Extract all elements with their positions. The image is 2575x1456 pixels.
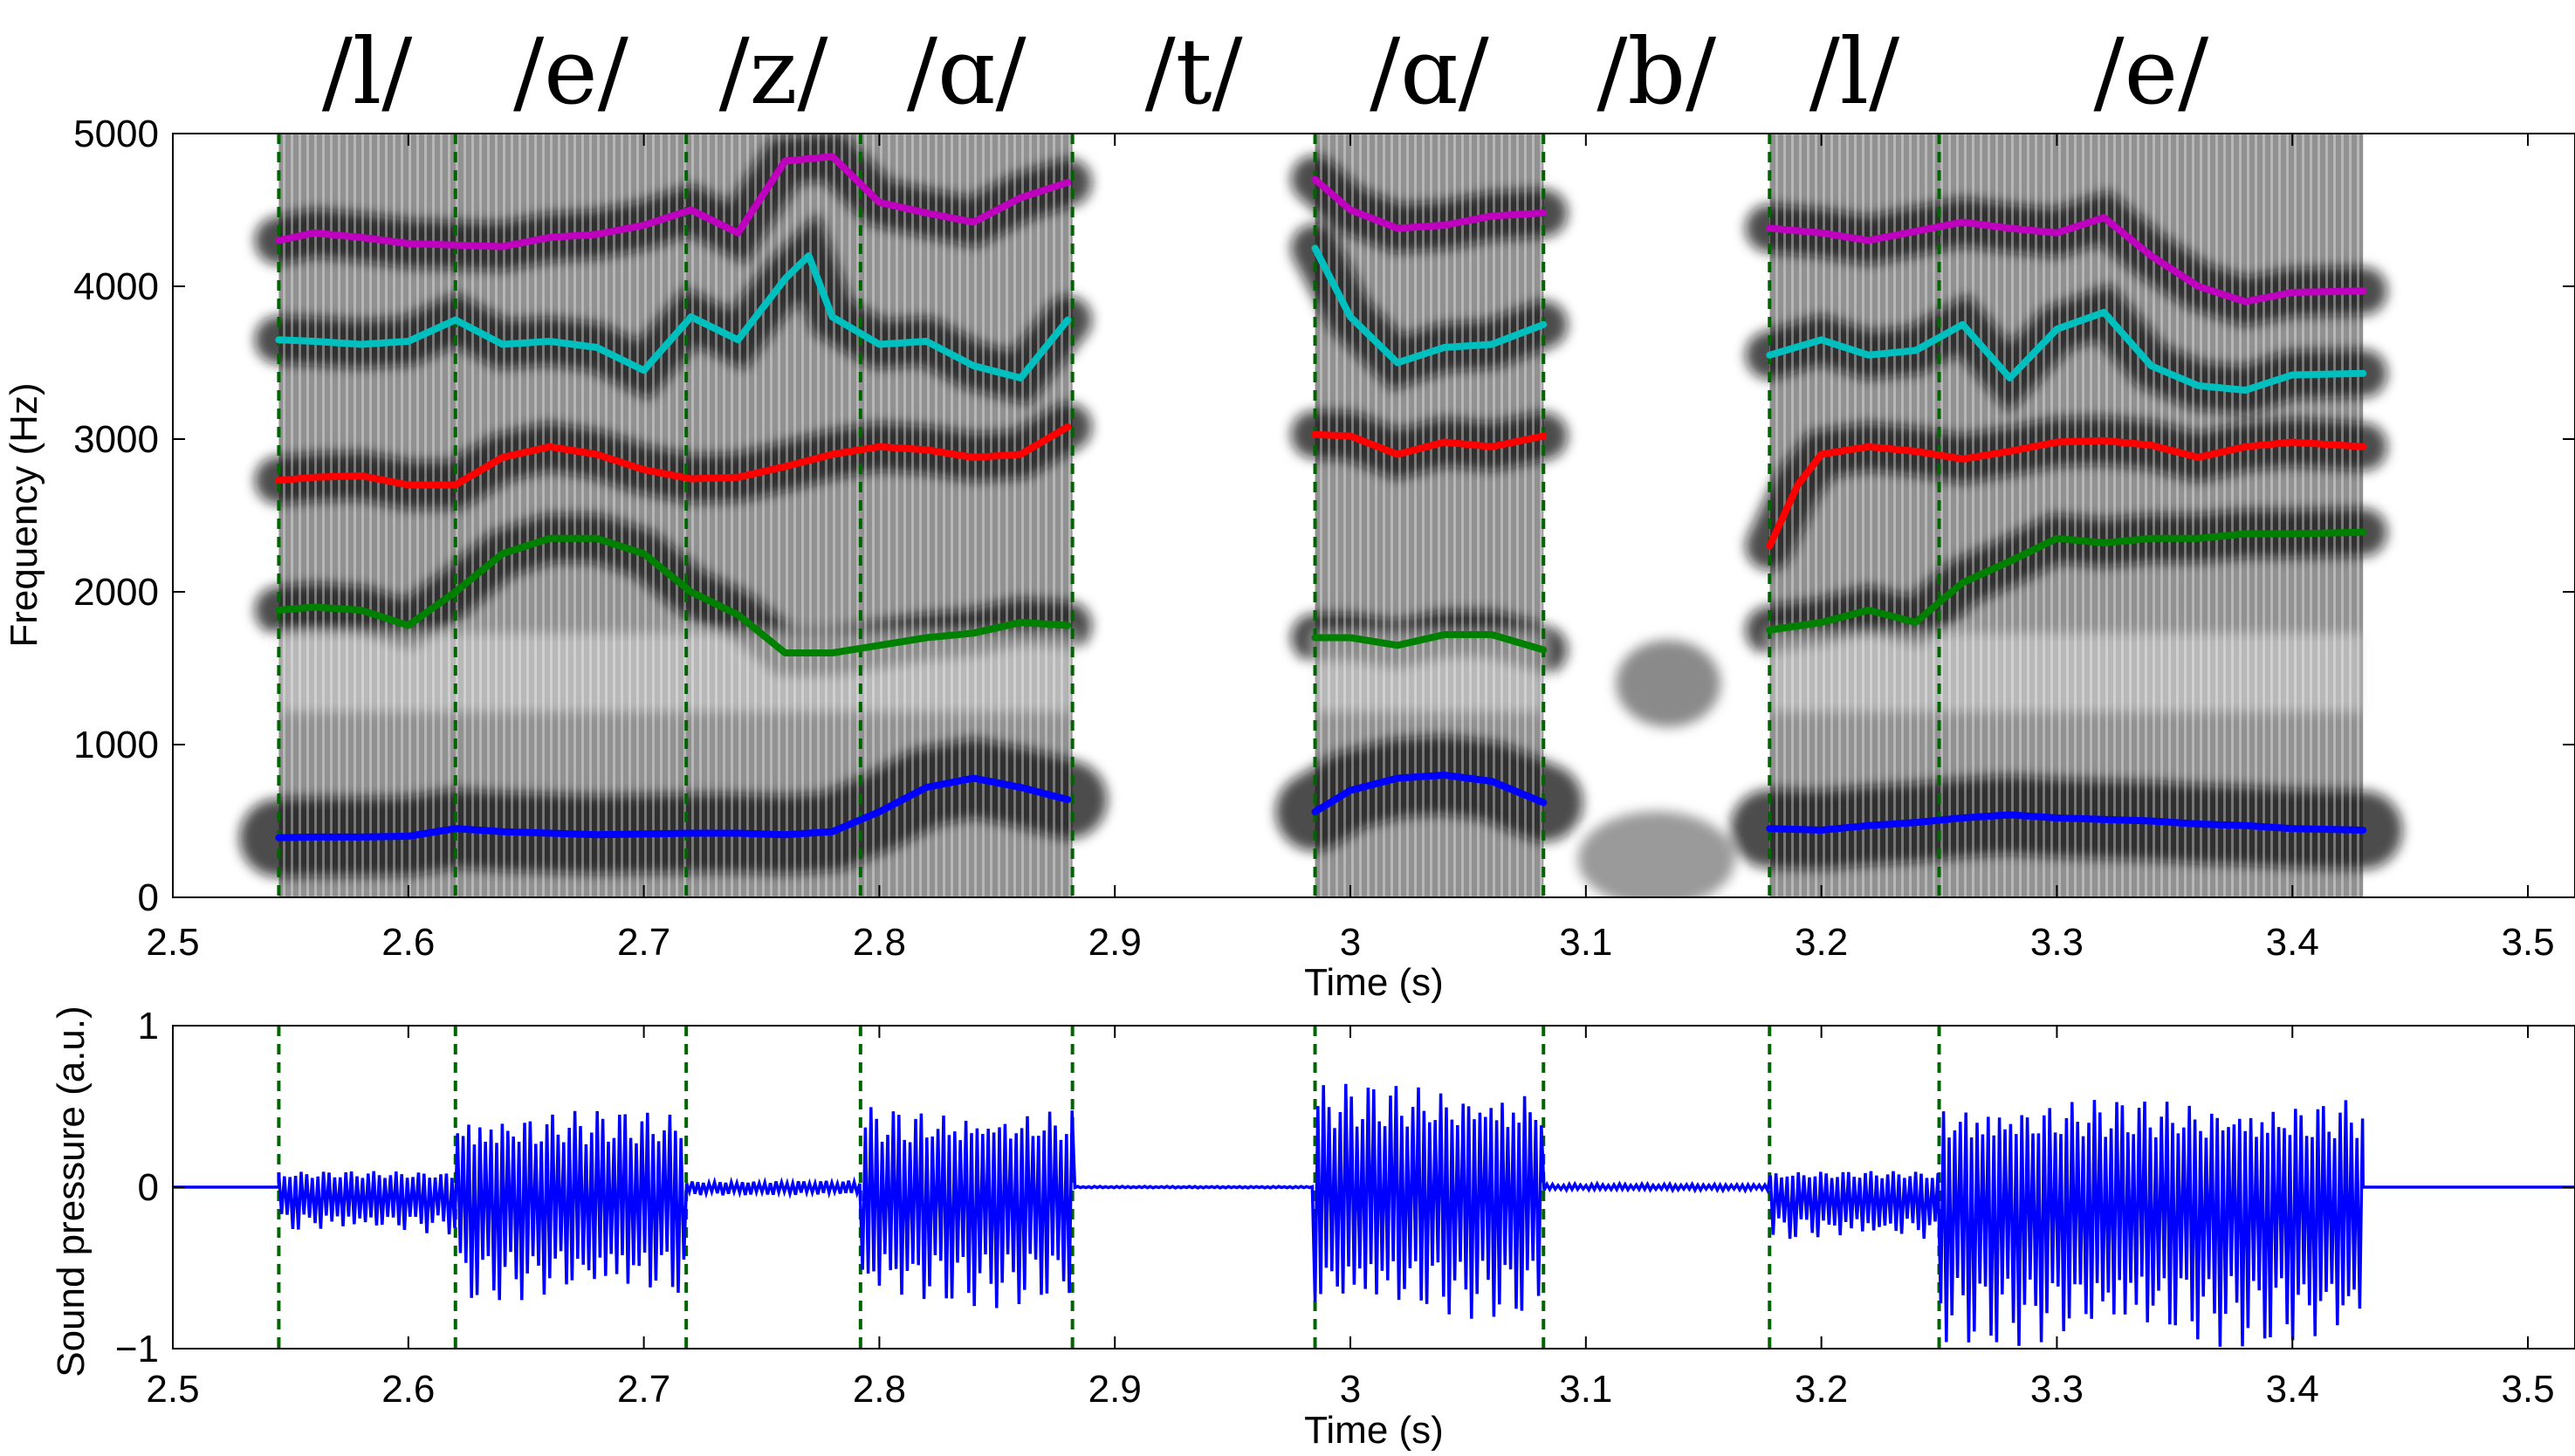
y-tick-label: 3000 — [73, 418, 159, 461]
x-tick-label: 3.4 — [2266, 1368, 2319, 1411]
y-tick-label: 5000 — [73, 113, 159, 155]
x-tick-label: 3.2 — [1795, 921, 1848, 964]
spectrogram-panel: 2.5 2.6 2.7 2.8 2.9 3 3.1 3.2 3.3 3.4 3.5 0 1000 200… — [3, 113, 2575, 1004]
x-tick-label: 2.7 — [617, 921, 670, 964]
phoneme-label: /l/ — [322, 18, 413, 125]
closure-patch — [1577, 811, 1735, 897]
phoneme-label: /z/ — [719, 18, 829, 125]
x-tick-label: 3.5 — [2501, 921, 2554, 964]
formant-track-f3 — [1766, 436, 2367, 550]
phoneme-labels: /l/ /e/ /z/ /ɑ/ /t/ /ɑ/ /b/ /l/ /e/ — [322, 18, 2209, 125]
formant-track-f1 — [1766, 811, 2367, 834]
spectrogram-intensity — [239, 134, 2403, 897]
spectrogram-frame — [172, 133, 2575, 898]
waveform-x-ticks: 2.5 2.6 2.7 2.8 2.9 3 3.1 3.2 3.3 3.4 3.5 — [146, 1026, 2555, 1411]
waveform-y-ticks: −1 0 1 — [115, 1005, 2575, 1370]
formant-track-f4 — [1766, 308, 2367, 394]
formant-track-f4 — [275, 252, 1072, 381]
formant-track-f5 — [1766, 214, 2367, 306]
formant-track-f5 — [275, 153, 1072, 251]
x-tick-label: 2.6 — [381, 1368, 435, 1411]
harmonic-striations — [1315, 134, 1544, 897]
closure-patch — [1616, 640, 1721, 727]
x-tick-label: 3.4 — [2266, 921, 2319, 964]
x-tick-label: 3.5 — [2501, 1368, 2554, 1411]
phoneme-label: /b/ — [1596, 18, 1717, 125]
harmonic-striations — [1769, 134, 2364, 897]
y-tick-label: 1000 — [73, 724, 159, 766]
formant-tracks — [275, 153, 2367, 841]
y-tick-label: 0 — [138, 1166, 159, 1209]
phoneme-label: /t/ — [1145, 18, 1244, 125]
x-tick-label: 2.9 — [1088, 1368, 1142, 1411]
x-tick-label: 3 — [1340, 921, 1361, 964]
phoneme-label: /l/ — [1809, 18, 1900, 125]
x-tick-label: 2.9 — [1088, 921, 1142, 964]
phoneme-label: /ɑ/ — [1370, 18, 1490, 125]
waveform-x-axis-label: Time (s) — [1304, 1409, 1444, 1452]
formant-track-f1 — [275, 774, 1072, 841]
x-tick-label: 2.6 — [381, 921, 435, 964]
x-tick-label: 3.3 — [2030, 1368, 2084, 1411]
x-tick-label: 3 — [1340, 1368, 1361, 1411]
y-tick-label: 1 — [138, 1005, 159, 1047]
formant-track-f1 — [1311, 772, 1548, 815]
x-tick-label: 3.3 — [2030, 921, 2084, 964]
waveform-y-axis-label: Sound pressure (a.u.) — [50, 1006, 93, 1377]
spectrogram-y-axis-label: Frequency (Hz) — [3, 382, 45, 647]
formant-track-f3 — [1311, 430, 1548, 458]
formant-track-f4 — [1311, 244, 1548, 367]
waveform-line — [173, 1083, 2575, 1347]
formant-track-f2 — [1766, 528, 2367, 634]
x-tick-label: 3.1 — [1559, 921, 1612, 964]
spectrogram-x-ticks: 2.5 2.6 2.7 2.8 2.9 3 3.1 3.2 3.3 3.4 3.5 — [146, 134, 2555, 964]
x-tick-label: 2.8 — [853, 921, 906, 964]
phoneme-label: /ɑ/ — [907, 18, 1027, 125]
harmonic-striations — [278, 134, 1073, 897]
x-tick-label: 3.2 — [1795, 1368, 1848, 1411]
spectrogram-y-ticks: 0 1000 2000 3000 4000 5000 — [73, 113, 2575, 919]
formant-track-f2 — [275, 534, 1072, 656]
x-tick-label: 3.1 — [1559, 1368, 1612, 1411]
phoneme-label: /e/ — [2094, 18, 2210, 125]
formant-track-f5 — [1311, 175, 1548, 232]
formant-track-f2 — [1311, 631, 1548, 654]
waveform-panel: 2.5 2.6 2.7 2.8 2.9 3 3.1 3.2 3.3 3.4 3.5 −1 0 1 Tim… — [50, 1005, 2575, 1452]
spectrogram-x-axis-label: Time (s) — [1304, 961, 1444, 1004]
phoneme-label: /e/ — [513, 18, 629, 125]
formant-track-f3 — [275, 423, 1072, 489]
y-tick-label: 4000 — [73, 265, 159, 308]
y-tick-label: 0 — [138, 876, 159, 919]
x-tick-label: 2.5 — [146, 1368, 199, 1411]
x-tick-label: 2.5 — [146, 921, 199, 964]
y-tick-label: −1 — [115, 1328, 159, 1370]
x-tick-label: 2.8 — [853, 1368, 906, 1411]
y-tick-label: 2000 — [73, 571, 159, 614]
x-tick-label: 2.7 — [617, 1368, 670, 1411]
